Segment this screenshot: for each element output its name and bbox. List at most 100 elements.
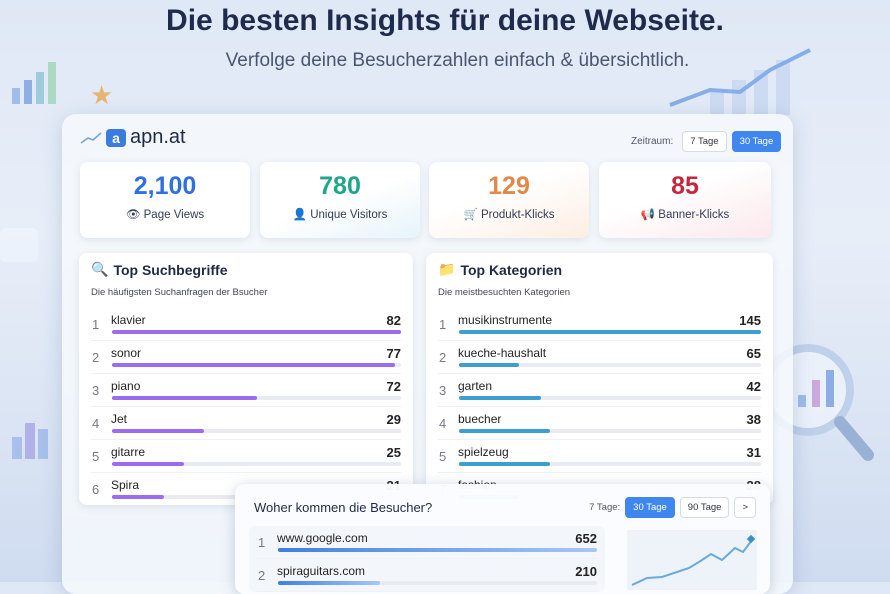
stat-card-unique-visitors: 780 👤 Unique Visitors	[260, 162, 420, 238]
item-value: 145	[739, 312, 761, 328]
period-90-days-button[interactable]: 90 Tage	[679, 497, 730, 518]
progress-fill	[278, 548, 597, 552]
progress-bar	[459, 363, 761, 367]
rank: 6	[92, 481, 100, 497]
rank: 4	[439, 415, 447, 431]
stat-value: 780	[319, 172, 361, 200]
rank: 2	[92, 349, 100, 365]
item-value: 38	[746, 411, 761, 427]
list-item[interactable]: 5 gitarre 25	[91, 440, 401, 473]
rank: 1	[92, 316, 100, 332]
list-item[interactable]: 1 musikinstrumente 145	[438, 308, 761, 341]
star-icon: ★	[90, 80, 114, 110]
progress-fill	[112, 396, 257, 400]
stat-label: Unique Visitors	[310, 209, 388, 221]
item-value: 72	[386, 378, 401, 394]
progress-bar	[112, 429, 401, 433]
period-7-days-button[interactable]: 7 Tage	[682, 131, 727, 152]
stat-value: 129	[488, 172, 530, 200]
progress-fill	[459, 330, 761, 334]
list-item[interactable]: 4 buecher 38	[438, 407, 761, 440]
progress-bar	[112, 396, 401, 400]
list-item[interactable]: 1 www.google.com 652	[257, 526, 597, 559]
panel-subtitle: Die meistbesuchten Kategorien	[438, 287, 571, 298]
trend-decoration-icon	[669, 48, 811, 115]
stat-card-page-views: 2,100 👁 Page Views	[80, 162, 250, 238]
user-icon: 👤	[292, 209, 307, 221]
progress-fill	[112, 495, 165, 499]
item-value: 25	[386, 444, 401, 460]
list-item[interactable]: 4 Jet 29	[91, 407, 401, 440]
stat-value: 85	[671, 172, 699, 200]
period-selector: Zeitraum: 7 Tage 30 Tage	[631, 131, 782, 152]
progress-fill	[112, 330, 401, 334]
item-name: Jet	[111, 412, 128, 426]
logo-text: apn.at	[130, 126, 186, 148]
rank: 1	[258, 534, 266, 550]
eye-icon: 👁	[125, 209, 141, 221]
stat-value: 2,100	[133, 172, 197, 200]
item-value: 652	[575, 530, 597, 546]
progress-fill	[112, 429, 205, 433]
period-30-days-button[interactable]: 30 Tage	[731, 131, 782, 152]
item-name: kueche-haushalt	[458, 346, 547, 360]
progress-bar	[112, 363, 401, 367]
bar-chart-decoration-icon	[12, 423, 48, 459]
progress-fill	[459, 396, 541, 400]
item-value: 29	[386, 411, 401, 427]
list-item[interactable]: 1 klavier 82	[91, 308, 401, 341]
item-name: gitarre	[111, 445, 146, 459]
progress-bar	[459, 330, 761, 334]
item-value: 77	[386, 345, 401, 361]
search-icon: 🔍	[91, 261, 109, 277]
stat-label: Page Views	[143, 209, 205, 221]
rank: 5	[92, 448, 100, 464]
list-item[interactable]: 2 kueche-haushalt 65	[438, 341, 761, 374]
progress-fill	[459, 363, 520, 367]
rank: 5	[439, 448, 447, 464]
bar-chart-decoration-icon	[12, 62, 56, 104]
list-item[interactable]: 3 piano 72	[91, 374, 401, 407]
item-value: 82	[386, 312, 401, 328]
panel-title: Top Suchbegriffe	[113, 261, 228, 278]
megaphone-icon: 📢	[640, 209, 656, 221]
progress-fill	[112, 363, 396, 367]
item-value: 31	[746, 444, 761, 460]
referrer-trend-sparkline	[627, 530, 757, 590]
progress-bar	[459, 396, 761, 400]
progress-fill	[459, 462, 550, 466]
stat-label: Produkt-Klicks	[481, 209, 555, 221]
next-button[interactable]: >	[734, 497, 756, 518]
period-label: 7 Tage:	[589, 502, 621, 513]
trend-line-icon	[80, 131, 102, 144]
panel-title: Top Kategorien	[460, 261, 563, 278]
list-item[interactable]: 3 garten 42	[438, 374, 761, 407]
logo[interactable]: a apn.at	[80, 126, 186, 149]
progress-fill	[459, 429, 550, 433]
logo-mark-icon: a	[106, 128, 126, 147]
hero-subtitle: Verfolge deine Besucherzahlen einfach & …	[225, 50, 690, 71]
progress-bar	[112, 462, 401, 466]
list-item[interactable]: 2 sonor 77	[91, 341, 401, 374]
list-item[interactable]: 5 spielzeug 31	[438, 440, 761, 473]
list-item[interactable]: 2 spiraguitars.com 210	[257, 559, 597, 592]
progress-bar	[278, 548, 597, 552]
item-value: 65	[746, 345, 761, 361]
item-name: spiraguitars.com	[277, 564, 366, 578]
item-name: www.google.com	[277, 531, 368, 545]
folder-icon: 📁	[438, 261, 456, 277]
item-name: garten	[458, 379, 493, 393]
item-value: 210	[575, 563, 597, 579]
hero-title: Die besten Insights für deine Webseite.	[166, 4, 724, 37]
item-name: spielzeug	[458, 445, 509, 459]
stat-label: Banner-Klicks	[658, 209, 730, 221]
progress-bar	[112, 330, 401, 334]
panel-title: Woher kommen die Besucher?	[254, 500, 433, 515]
cart-icon: 🛒	[463, 209, 478, 221]
stat-card-produkt-klicks: 129 🛒 Produkt-Klicks	[429, 162, 589, 238]
item-value: 42	[746, 378, 761, 394]
rank: 2	[439, 349, 447, 365]
top-categories-panel: 📁 Top Kategorien Die meistbesuchten Kateg…	[426, 253, 773, 505]
chat-bubble-decoration-icon	[0, 228, 38, 262]
period-30-days-button[interactable]: 30 Tage	[625, 497, 675, 518]
